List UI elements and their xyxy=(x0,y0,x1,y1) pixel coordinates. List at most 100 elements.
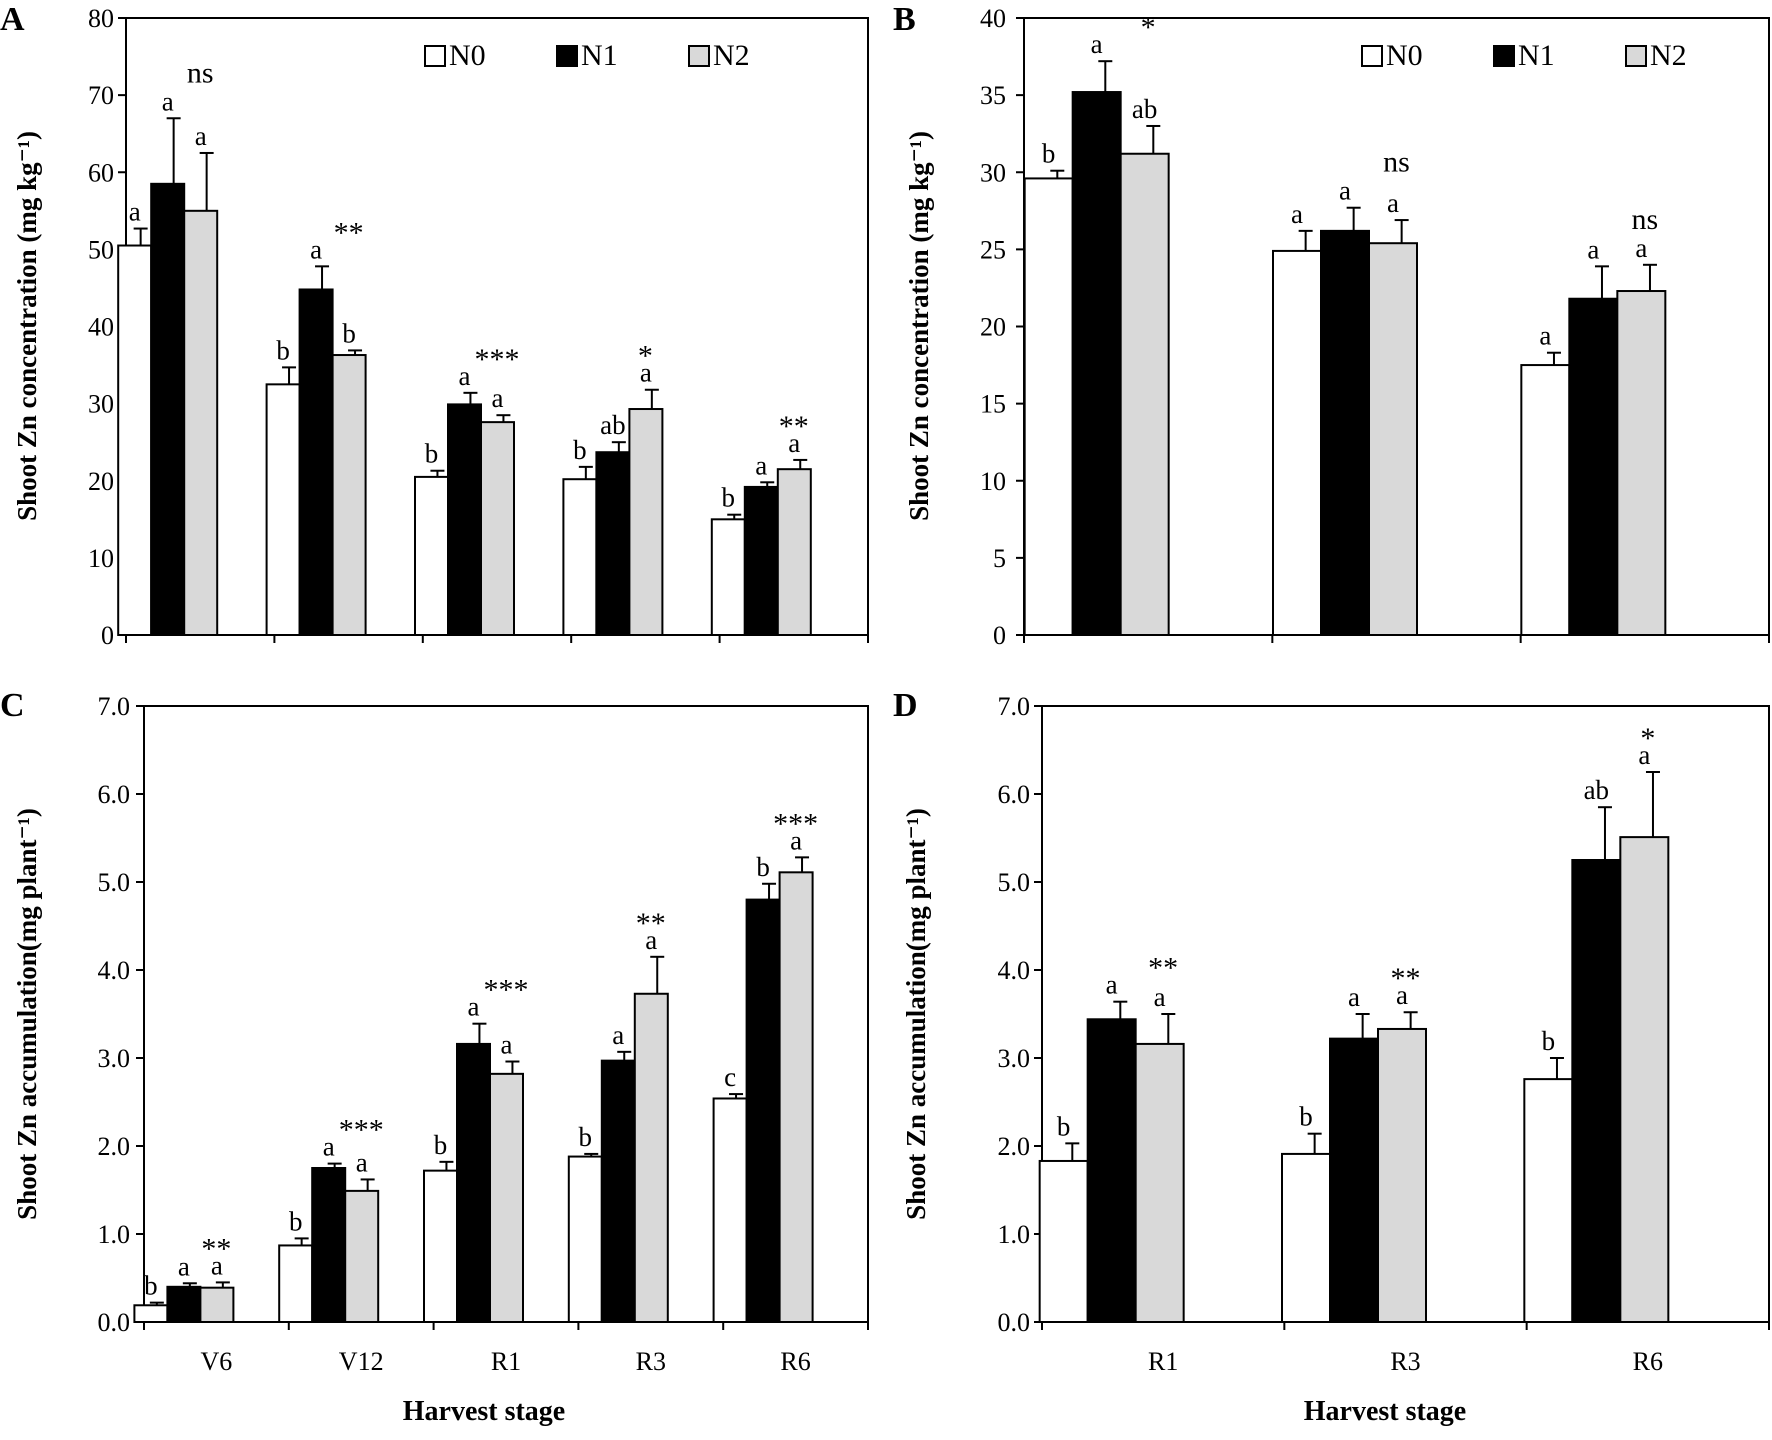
panel-b-y-tick-label: 30 xyxy=(980,158,1006,187)
panel-d-y-tick-label: 3.0 xyxy=(998,1044,1031,1073)
panel-c-category-label: R6 xyxy=(780,1347,810,1376)
panel-a-significance: ns xyxy=(187,56,214,89)
panel-c-y-tick-label: 6.0 xyxy=(98,780,131,809)
panel-a: A 01020304050607080aaansbab**baa***baba*… xyxy=(0,1,869,650)
panel-c-bar-letter: a xyxy=(612,1020,624,1050)
panel-b-bar-letter: a xyxy=(1091,29,1103,59)
panel-a-bar-n1 xyxy=(595,451,631,636)
panel-c-y-tick-label: 1.0 xyxy=(98,1220,131,1249)
panel-b-y-tick-label: 40 xyxy=(980,4,1006,33)
panel-d-bar-n1 xyxy=(1086,1018,1137,1324)
panel-c-y-tick-label: 0.0 xyxy=(98,1308,131,1337)
panel-b-bar-letter: a xyxy=(1387,188,1399,218)
panel-a-y-tick-label: 50 xyxy=(88,235,114,264)
panel-d-category-label: R1 xyxy=(1148,1347,1178,1376)
panel-d-bar-n2 xyxy=(1377,1027,1427,1323)
panel-a-bar-letter: a xyxy=(162,86,174,116)
panel-c-bar-n2 xyxy=(489,1072,524,1323)
panel-a-y-tick-label: 60 xyxy=(88,158,114,187)
panel-c-significance: ** xyxy=(201,1232,231,1265)
panel-b-bar-n1 xyxy=(1568,297,1619,636)
panel-a-bar-letter: b xyxy=(722,483,736,513)
panel-c-bar-n0 xyxy=(278,1244,314,1323)
panel-c-bar-n1 xyxy=(166,1285,202,1324)
panel-a-bar-letter: a xyxy=(492,383,504,413)
panel-c-bar-n1 xyxy=(311,1167,347,1323)
panel-a-bar-n0 xyxy=(414,475,449,636)
panel-b-legend-label: N1 xyxy=(1518,39,1555,72)
panel-d-bar-n0 xyxy=(1523,1078,1574,1323)
panel-a-significance: * xyxy=(638,340,653,373)
panel-d-bar-n2 xyxy=(1134,1042,1185,1324)
panel-c-bar-n0 xyxy=(567,1155,603,1324)
panel-a-bar-letter: a xyxy=(640,358,652,388)
panel-d-bar-letter: b xyxy=(1057,1111,1071,1141)
panel-b-label: B xyxy=(893,1,916,38)
panel-b-y-tick-label: 25 xyxy=(980,235,1006,264)
panel-d-bar-letter: b xyxy=(1299,1102,1313,1132)
panel-c-bar-n0 xyxy=(712,1097,748,1323)
panel-c-bar-letter: a xyxy=(323,1132,335,1162)
panel-c-category-label: R1 xyxy=(491,1347,521,1376)
panel-a-y-axis-label: Shoot Zn concentration (mg kg⁻¹) xyxy=(12,131,42,521)
panel-c-bar-letter: b xyxy=(434,1130,448,1160)
panel-b-legend-swatch-n0 xyxy=(1361,45,1383,67)
panel-a-bar-letter: b xyxy=(573,435,587,465)
panel-c-bar-n2 xyxy=(778,871,814,1323)
panel-d-bar-letter: a xyxy=(1106,970,1118,1000)
panel-d-y-tick-label: 4.0 xyxy=(998,956,1031,985)
panel-c-y-tick-label: 2.0 xyxy=(98,1132,131,1161)
panel-d-bar-n2 xyxy=(1619,836,1670,1323)
panel-c-bar-letter: a xyxy=(468,992,480,1022)
panel-b-bar-letter: a xyxy=(1539,321,1551,351)
panel-a-legend-swatch-n0 xyxy=(424,45,446,67)
panel-b-y-tick-label: 15 xyxy=(980,390,1006,419)
panel-b-bar-letter: a xyxy=(1339,176,1351,206)
panel-a-bar-n2 xyxy=(480,421,515,637)
panel-c-bar-n1 xyxy=(600,1059,636,1323)
panel-c-bar-letter: c xyxy=(724,1062,736,1092)
panel-b-bar-letter: b xyxy=(1042,139,1056,169)
panel-c-bar-letter: b xyxy=(579,1122,593,1152)
panel-a-bar-n0 xyxy=(710,518,746,636)
panel-c-category-label: R3 xyxy=(636,1347,666,1376)
panel-a-bar-letter: a xyxy=(310,234,322,264)
panel-d-category-label: R6 xyxy=(1633,1347,1663,1376)
panel-a-legend-label: N2 xyxy=(713,39,750,72)
panel-a-y-tick-label: 30 xyxy=(88,390,114,419)
panel-a-y-tick-label: 0 xyxy=(101,621,114,650)
panel-a-legend-swatch-n2 xyxy=(688,45,710,67)
panel-d-label: D xyxy=(893,687,918,724)
panel-d-significance: ** xyxy=(1148,952,1178,985)
panel-a-y-tick-label: 70 xyxy=(88,81,114,110)
panel-c-y-tick-label: 3.0 xyxy=(98,1044,131,1073)
panel-b-bar-n2 xyxy=(1616,290,1667,636)
panel-b-bar-letter: a xyxy=(1587,234,1599,264)
panel-b-y-tick-label: 0 xyxy=(993,621,1006,650)
panel-b-y-axis-label: Shoot Zn concentration (mg kg⁻¹) xyxy=(904,131,934,521)
panel-c-bar-letter: b xyxy=(289,1206,303,1236)
panel-c-significance: *** xyxy=(339,1114,384,1147)
panel-a-y-tick-label: 80 xyxy=(88,4,114,33)
panel-a-significance: ** xyxy=(334,216,364,249)
panel-d-bar-letter: ab xyxy=(1584,775,1609,805)
panel-c-bar-letter: a xyxy=(211,1250,223,1280)
panel-b-bar-letter: ab xyxy=(1132,94,1157,124)
panel-d-y-tick-label: 1.0 xyxy=(998,1220,1031,1249)
panel-c-bar-letter: b xyxy=(756,852,770,882)
panel-b-legend-swatch-n2 xyxy=(1625,45,1647,67)
panel-a-bar-letter: a xyxy=(788,428,800,458)
panel-d-bar-letter: a xyxy=(1638,740,1650,770)
panel-a-y-tick-label: 10 xyxy=(88,544,114,573)
panel-d-y-tick-label: 7.0 xyxy=(998,692,1031,721)
panel-a-bar-letter: a xyxy=(459,361,471,391)
panel-c-significance: *** xyxy=(484,974,529,1007)
panel-a-significance: *** xyxy=(475,343,520,376)
panel-a-bar-n1 xyxy=(743,485,779,637)
panel-c-bar-n1 xyxy=(745,898,781,1323)
panel-a-bar-letter: b xyxy=(342,318,356,348)
